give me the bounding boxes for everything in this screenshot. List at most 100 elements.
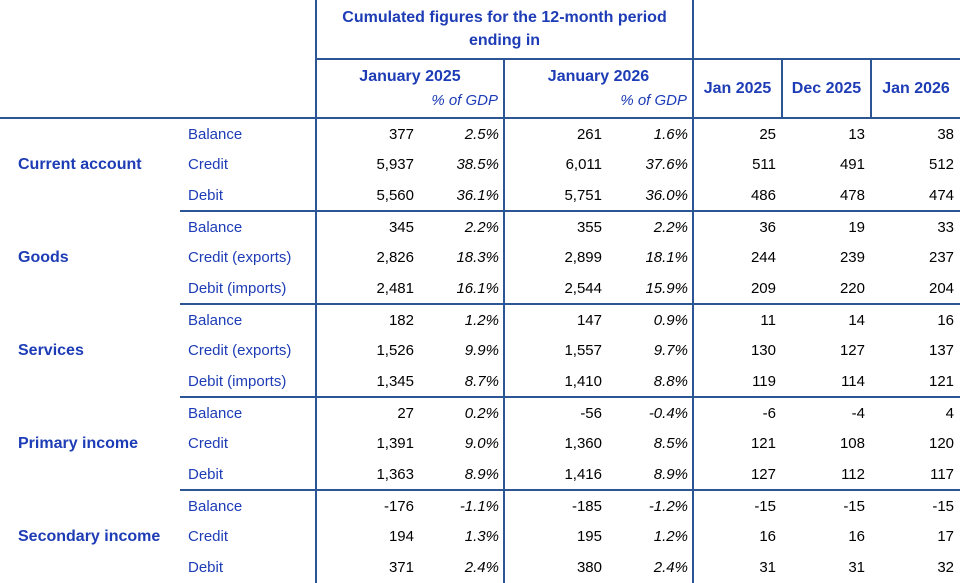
monthly-cell: 16 [937, 311, 955, 329]
monthly-cell: 19 [848, 218, 865, 236]
monthly-cell: -15 [843, 497, 865, 515]
table-row: Credit (exports) 2,826 18.3% 2,899 18.1%… [0, 242, 960, 273]
monthly-cell: -6 [762, 404, 776, 422]
table-row: Debit (imports) 2,481 16.1% 2,544 15.9% … [0, 273, 960, 305]
value-cell: 1,557 [564, 342, 602, 359]
monthly-cell: 244 [750, 249, 776, 266]
column-header-jan-2026: Jan 2026 [871, 59, 960, 119]
pct-cell: 2.2% [420, 211, 505, 242]
row-label: Credit [180, 521, 317, 552]
pct-cell: 9.9% [420, 335, 505, 366]
column-header-january-2026: January 2026 % of GDP [504, 59, 694, 119]
value-cell: 5,560 [316, 180, 420, 212]
value-cell: 1,410 [504, 366, 608, 398]
value-cell: 2,544 [504, 273, 608, 305]
header-spacer-labels [0, 59, 317, 119]
value-cell: 182 [388, 311, 414, 329]
table-row: Credit 5,937 38.5% 6,011 37.6% 511 491 5… [0, 149, 960, 180]
pct-cell: 37.6% [608, 149, 694, 180]
value-cell: 2,481 [316, 273, 420, 305]
group-label-secondary-income: Secondary income [18, 527, 161, 545]
monthly-cell: 13 [848, 125, 865, 143]
cumulated-period-header: Cumulated figures for the 12-month perio… [316, 0, 694, 60]
value-cell: 371 [388, 559, 414, 576]
pct-cell: 38.5% [420, 149, 505, 180]
pct-cell: 8.8% [608, 366, 694, 398]
monthly-cell: 32 [937, 559, 955, 576]
table-row: Primary income Balance 27 0.2% -56 -0.4%… [0, 397, 960, 452]
pct-cell: 1.2% [608, 521, 694, 552]
value-cell: 147 [576, 311, 602, 329]
pct-cell: 1.6% [608, 118, 694, 149]
monthly-cell: 491 [839, 156, 865, 173]
header-spacer-right [693, 0, 960, 60]
header-row-cumulated: Cumulated figures for the 12-month perio… [0, 0, 960, 60]
monthly-cell: 220 [782, 273, 871, 305]
value-cell: 1,526 [376, 342, 414, 359]
table-row: Credit 1,391 9.0% 1,360 8.5% 121 108 120 [0, 428, 960, 459]
monthly-cell: 108 [839, 435, 865, 452]
row-label: Debit (imports) [180, 273, 317, 305]
row-label: Debit (imports) [180, 366, 317, 398]
pct-cell: 8.5% [608, 428, 694, 459]
monthly-cell: 31 [759, 559, 776, 576]
pct-cell: -1.1% [420, 490, 505, 521]
monthly-cell: 11 [760, 311, 776, 329]
row-label: Debit [180, 552, 317, 583]
monthly-cell: 239 [839, 249, 865, 266]
monthly-cell: -15 [932, 497, 955, 515]
monthly-cell: 33 [937, 218, 955, 236]
pct-cell: 8.9% [420, 459, 505, 491]
monthly-cell: 17 [937, 528, 955, 545]
monthly-cell: 121 [871, 366, 960, 398]
value-cell: 2,899 [564, 249, 602, 266]
value-cell: 345 [388, 218, 414, 236]
pct-cell: 0.9% [608, 304, 694, 335]
value-cell: -176 [383, 497, 414, 515]
monthly-cell: 38 [937, 125, 955, 143]
monthly-cell: -4 [851, 404, 865, 422]
value-cell: 195 [576, 528, 602, 545]
row-label: Credit [180, 149, 317, 180]
monthly-cell: 25 [759, 125, 776, 143]
pct-cell: -1.2% [608, 490, 694, 521]
monthly-cell: 117 [871, 459, 960, 491]
monthly-cell: 511 [752, 156, 776, 173]
pct-cell: 9.0% [420, 428, 505, 459]
monthly-cell: 127 [839, 342, 865, 359]
header-spacer-left [0, 0, 317, 59]
pct-cell: 0.2% [420, 397, 505, 428]
pct-cell: 36.0% [608, 180, 694, 212]
pct-cell: -0.4% [608, 397, 694, 428]
monthly-cell: 121 [750, 435, 776, 452]
row-label: Balance [180, 118, 317, 149]
period1-label: January 2025 [359, 68, 461, 86]
monthly-cell: 16 [759, 528, 776, 545]
value-cell: -185 [571, 497, 602, 515]
pct-cell: 1.2% [420, 304, 505, 335]
period2-label: January 2026 [547, 68, 650, 86]
row-label: Balance [180, 304, 317, 335]
period1-pct-of-gdp-label: % of GDP [431, 92, 498, 110]
value-cell: 1,360 [564, 435, 602, 452]
row-label: Debit [180, 180, 317, 212]
value-cell: 1,345 [316, 366, 420, 398]
value-cell: 1,416 [504, 459, 608, 491]
group-label-current-account: Current account [18, 156, 142, 173]
value-cell: 380 [576, 559, 602, 576]
pct-cell: 15.9% [608, 273, 694, 305]
period2-pct-of-gdp-label: % of GDP [620, 92, 687, 110]
pct-cell: 2.4% [420, 552, 505, 583]
value-cell: 355 [576, 218, 602, 236]
monthly-cell: 474 [871, 180, 960, 212]
table-row: Credit (exports) 1,526 9.9% 1,557 9.7% 1… [0, 335, 960, 366]
pct-cell: 18.3% [420, 242, 505, 273]
table-row: Current account Balance 377 2.5% 261 1.6… [0, 118, 960, 173]
row-label: Credit (exports) [180, 335, 317, 366]
value-cell: 5,751 [504, 180, 608, 212]
pct-cell: 18.1% [608, 242, 694, 273]
group-label-services: Services [18, 341, 84, 359]
value-cell: 1,391 [376, 435, 414, 452]
group-label-goods: Goods [18, 248, 69, 266]
